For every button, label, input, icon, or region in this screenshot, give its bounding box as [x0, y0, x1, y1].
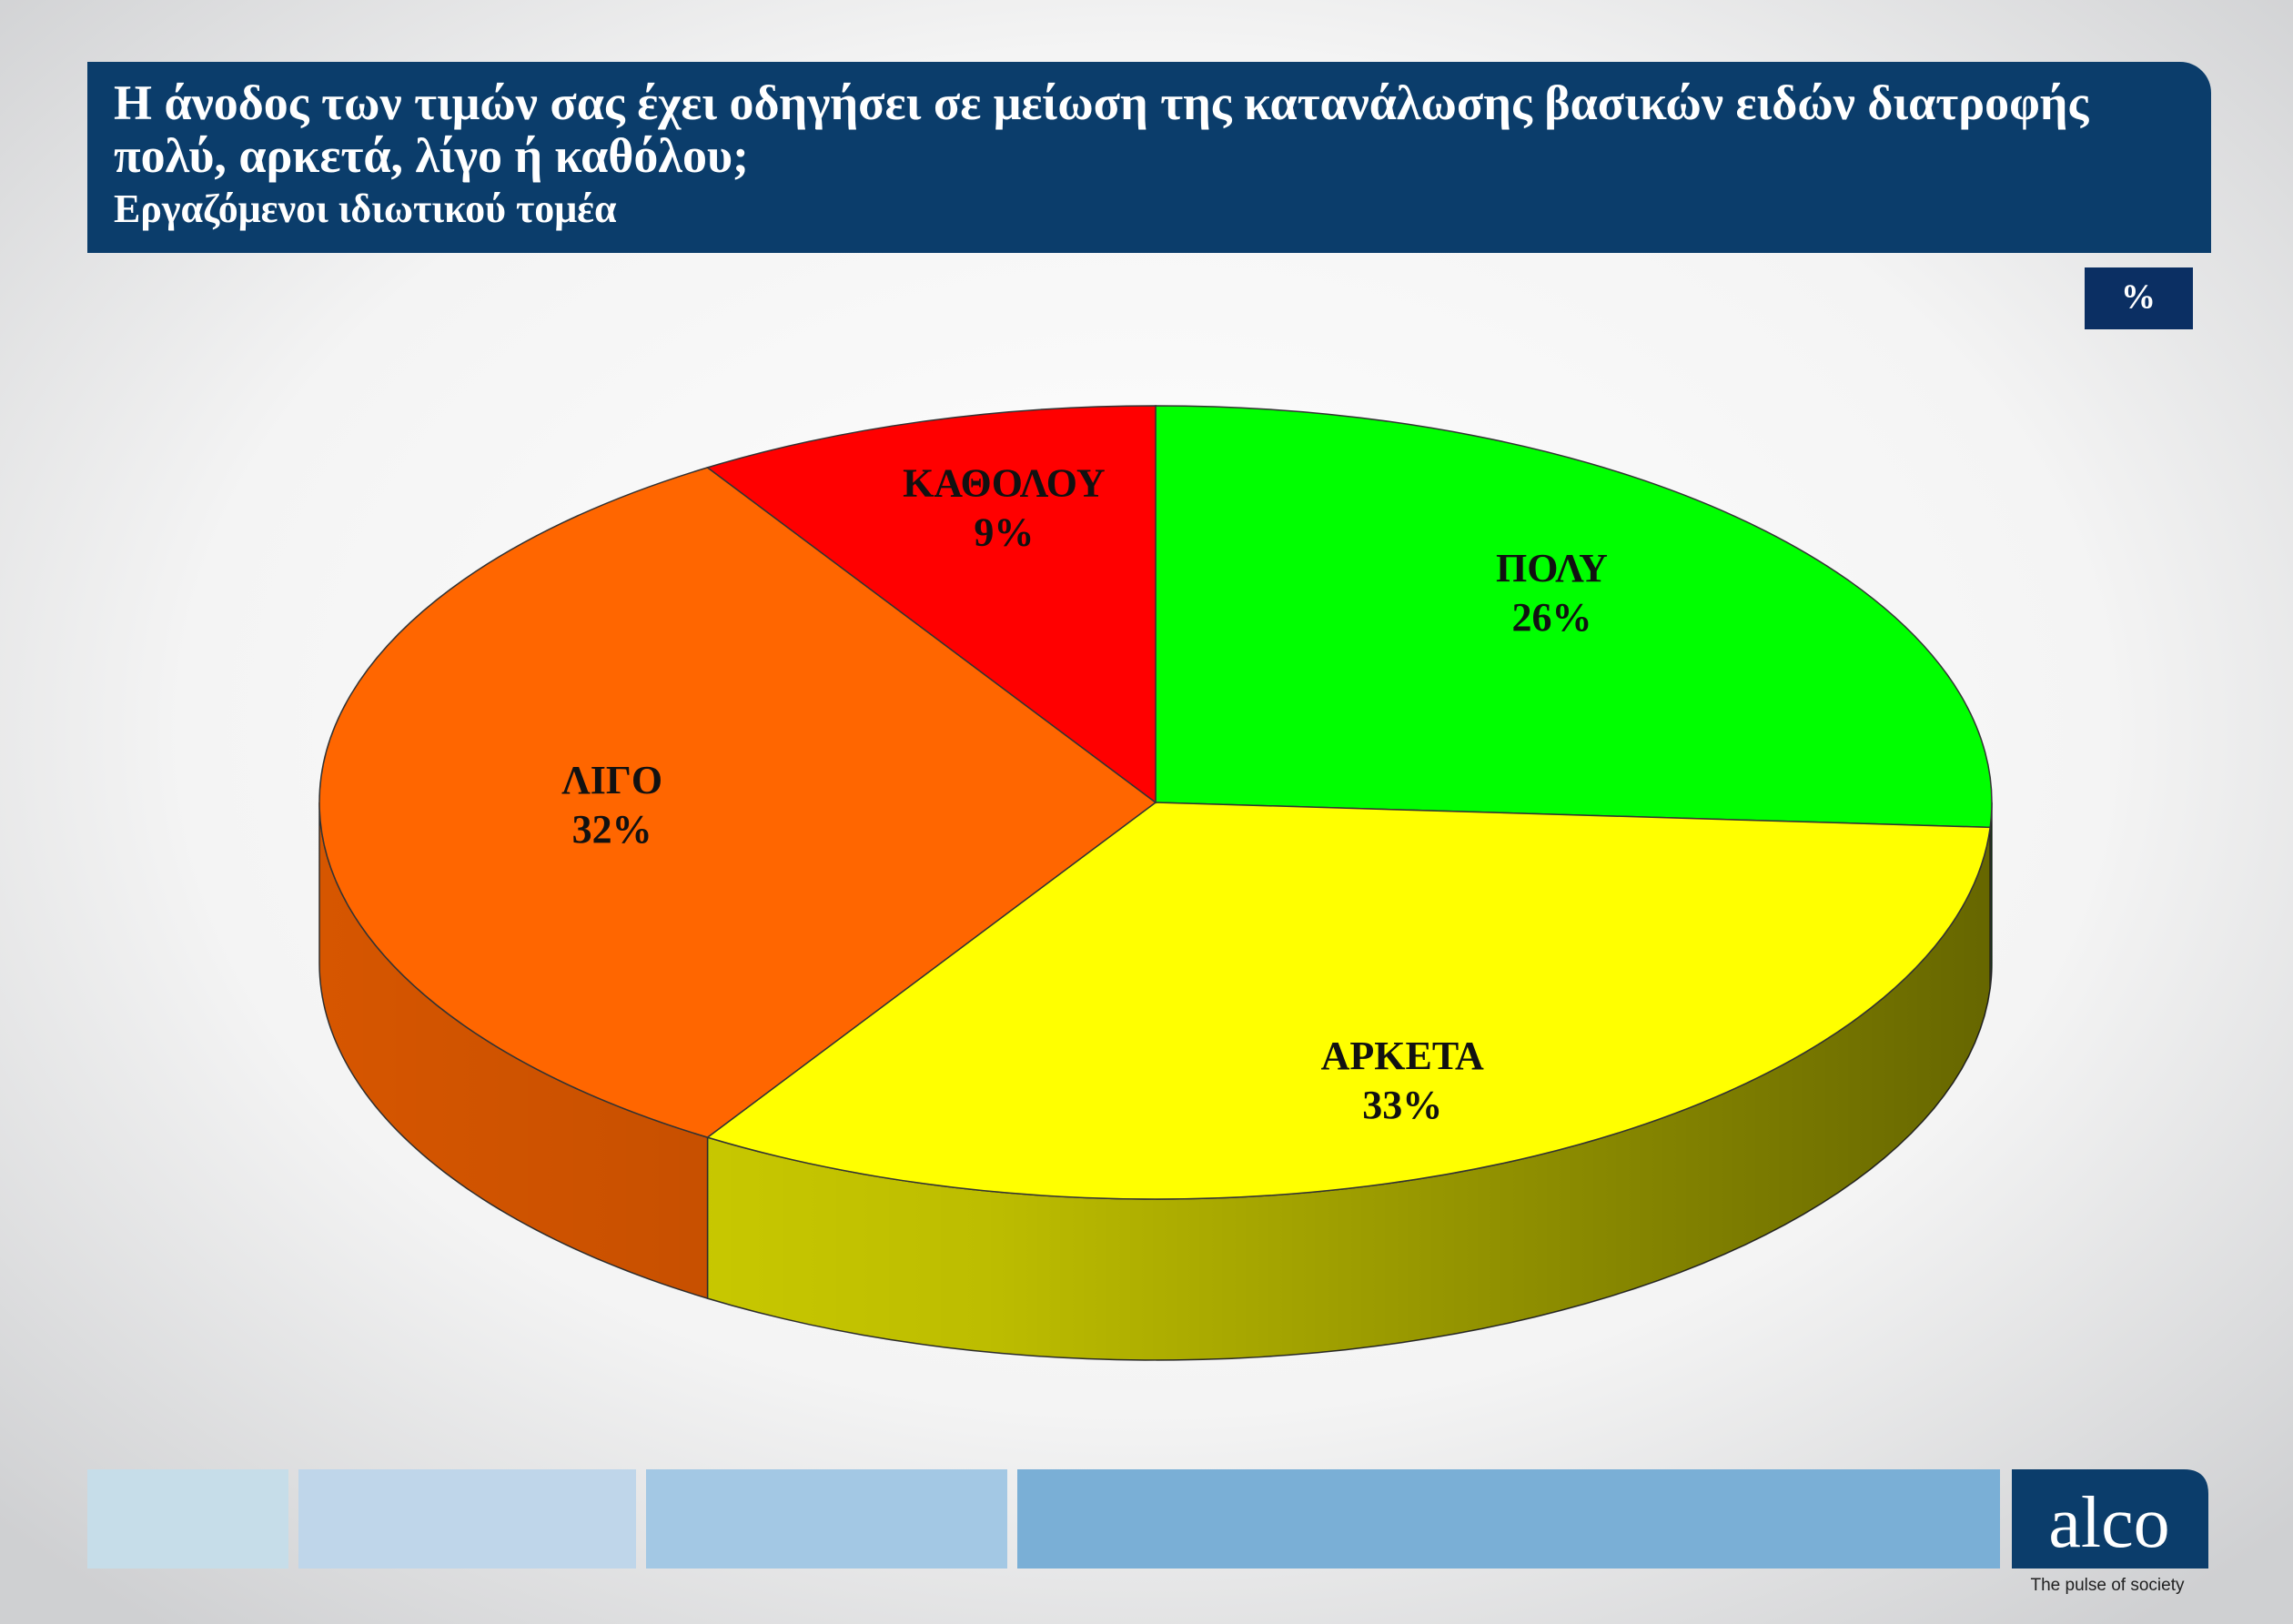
slice [1155, 405, 1993, 829]
tagline: The pulse of society [2031, 1576, 2185, 1595]
value-label: 26% [1511, 595, 1591, 640]
footer-bar [87, 1469, 288, 1569]
chart-title: Η άνοδος των τιμών σας έχει οδηγήσει σε … [114, 76, 2089, 183]
logo: alco [2048, 1483, 2169, 1563]
footer-bar [298, 1469, 636, 1569]
slice-side-shade [707, 827, 1991, 1360]
unit-label: % [2121, 278, 2156, 317]
slice-side-shade [319, 802, 708, 1299]
slice-label: ΛΙΓΟ [561, 758, 662, 802]
chart-subtitle: Εργαζόμενοι ιδιωτικού τομέα [114, 187, 617, 231]
value-label: 33% [1362, 1083, 1442, 1127]
header: Η άνοδος των τιμών σας έχει οδηγήσει σε … [87, 62, 2211, 253]
footer-bar [1017, 1469, 2000, 1569]
value-label: 9% [974, 509, 1034, 554]
slice [318, 467, 1157, 1138]
value-label: 32% [572, 807, 652, 852]
logo-box [2012, 1469, 2208, 1569]
slice [705, 802, 1992, 1200]
slice-label: ΑΡΚΕΤΑ [1321, 1034, 1484, 1078]
footer-bar [646, 1469, 1007, 1569]
slice-label: ΚΑΘΟΛΟΥ [903, 460, 1106, 505]
slice [705, 405, 1157, 804]
slice-label: ΠΟΛΥ [1496, 546, 1608, 590]
unit-badge [2085, 267, 2193, 329]
